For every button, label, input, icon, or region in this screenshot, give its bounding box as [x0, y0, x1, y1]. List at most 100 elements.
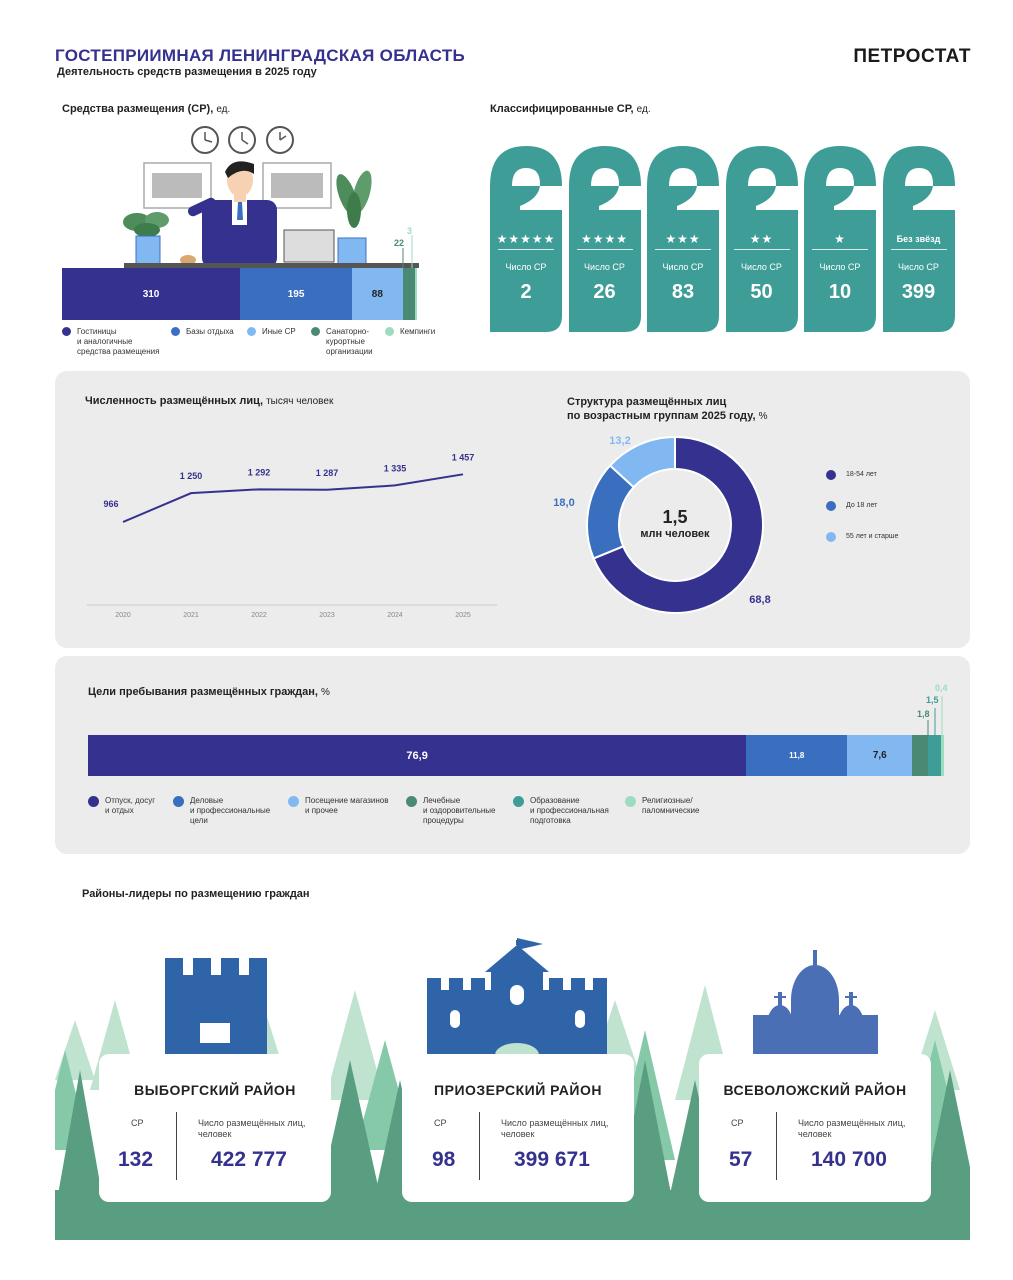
card-divider — [479, 1112, 480, 1180]
legend-label: Посещение магазинов и прочее — [305, 796, 389, 815]
purposes-legend-item: Деловые и профессиональные цели — [173, 796, 270, 826]
purposes-bar-segment — [927, 735, 941, 776]
page-title: ГОСТЕПРИИМНАЯ ЛЕНИНГРАДСКАЯ ОБЛАСТЬ — [55, 46, 466, 65]
legend-label: 55 лет и старше — [846, 533, 899, 540]
donut-slice — [592, 435, 764, 614]
donut-center-value: 1,5 — [662, 507, 688, 527]
legend-dot — [826, 532, 836, 542]
legend-dot — [173, 796, 184, 807]
hanger-value: 399 — [901, 281, 936, 303]
sr-value: 98 — [432, 1148, 456, 1171]
donut-unit: % — [758, 411, 768, 422]
people-label: Число размещённых лиц, человек — [501, 1118, 609, 1139]
hanger-label: Число СР — [741, 262, 782, 272]
legend-label: Отпуск, досуг и отдых — [105, 796, 156, 815]
facilities-bar-segment: 310 — [62, 268, 241, 320]
x-tick-label: 2025 — [455, 612, 471, 619]
legend-dot — [406, 796, 417, 807]
facilities-bar-segment — [402, 268, 416, 320]
district-name: ВСЕВОЛОЖСКИЙ РАЙОН — [723, 1082, 907, 1098]
purposes-bar-segment: 76,9 — [88, 735, 747, 776]
legend-label: Образование и профессиональная подготовк… — [530, 796, 609, 825]
facilities-stacked-bar: 310 195 88 — [62, 268, 417, 320]
bar-label-education: 1,5 — [926, 695, 939, 705]
hanger-label: Число СР — [819, 262, 861, 272]
hanger-divider — [498, 249, 554, 250]
facilities-title: Средства размещения (СР), ед. — [62, 103, 230, 115]
legend-dot — [311, 327, 320, 336]
purposes-bar-segment — [940, 735, 944, 776]
purposes-unit: % — [321, 687, 330, 698]
door-hanger-shape — [647, 146, 719, 332]
clock-icon — [266, 126, 294, 154]
hanger-value: 2 — [520, 281, 532, 303]
legend-dot — [826, 470, 836, 480]
slice-label: 18,0 — [553, 497, 574, 509]
donut-legend-item: До 18 лет — [826, 501, 877, 511]
hanger-label: Число СР — [505, 262, 547, 272]
point-label: 1 292 — [248, 467, 271, 477]
hanger-value: 10 — [828, 281, 852, 303]
facilities-bar-segment: 195 — [240, 268, 353, 320]
plant-icon — [123, 212, 169, 265]
hanger-value: 26 — [593, 281, 616, 303]
priozersk-fortress-icon — [427, 938, 607, 1067]
sr-label: СР — [131, 1118, 144, 1128]
door-hanger-shape — [725, 146, 798, 332]
line-chart: 966 2020 1 250 2021 1 292 2022 1 287 2023 1 335 2… — [87, 452, 497, 619]
church-icon — [753, 950, 878, 1055]
point-label: 966 — [103, 499, 118, 509]
facilities-legend-item: Иные СР — [247, 327, 296, 337]
legend-dot — [513, 796, 524, 807]
brand-logo: ПЕТРОСТАТ — [853, 46, 971, 67]
facilities-legend-item: Санаторно- курортные организации — [311, 327, 373, 357]
purposes-title-text: Цели пребывания размещённых граждан, — [88, 686, 318, 698]
district-name: ВЫБОРГСКИЙ РАЙОН — [134, 1082, 296, 1098]
x-tick-label: 2024 — [387, 612, 403, 619]
purposes-legend-item: Отпуск, досуг и отдых — [88, 796, 155, 816]
door-hanger-shape — [568, 146, 641, 332]
hanger-value: 50 — [750, 281, 773, 303]
monitor-icon — [283, 229, 335, 263]
page-subtitle: Деятельность средств размещения в 2025 г… — [57, 66, 317, 78]
classified-title: Классифицированные СР, ед. — [490, 103, 651, 115]
purposes-bar-segment: 7,6 — [847, 735, 913, 776]
facilities-legend-item: Гостиницы и аналогичные средства размеще… — [62, 327, 159, 357]
bar-label-sanatorium: 22 — [394, 238, 405, 248]
purposes-legend-item: Лечебные и оздоровительные процедуры — [406, 796, 496, 826]
legend-label: Гостиницы и аналогичные средства размеще… — [77, 327, 160, 356]
donut-chart: 68,8 18,0 13,2 — [553, 435, 771, 614]
x-tick-label: 2022 — [251, 612, 267, 619]
slice-label: 68,8 — [749, 594, 770, 606]
hanger-divider — [733, 249, 790, 250]
card-divider — [776, 1112, 777, 1180]
star-rating: ★★★ — [665, 232, 701, 246]
panel-guests — [55, 371, 970, 648]
purposes-bar-segment — [912, 735, 928, 776]
hanger-divider — [812, 249, 868, 250]
door-hanger-shape — [804, 146, 876, 332]
people-value: 399 671 — [514, 1148, 590, 1171]
star-rating: ★★ — [749, 232, 774, 246]
door-hanger-card: ★ Число СР 10 — [804, 146, 876, 332]
receptionist-figure — [187, 161, 277, 268]
door-hanger-card: ★★ Число СР 50 — [725, 146, 798, 332]
door-hanger-card: ★★★★★ Число СР 2 — [490, 146, 562, 332]
sr-value: 57 — [729, 1148, 753, 1171]
small-value-leaders — [402, 235, 413, 268]
x-tick-label: 2021 — [183, 612, 199, 619]
purposes-title: Цели пребывания размещённых граждан, % — [88, 686, 330, 698]
door-hanger-card: ★★★ Число СР 83 — [647, 146, 719, 332]
facilities-bar-segment — [415, 268, 417, 320]
legend-dot — [625, 796, 636, 807]
legend-dot — [247, 327, 256, 336]
x-tick-label: 2020 — [115, 612, 131, 619]
legend-dot — [62, 327, 71, 336]
sr-label: СР — [434, 1118, 447, 1128]
district-name: ПРИОЗЕРСКИЙ РАЙОН — [434, 1082, 602, 1098]
purposes-stacked-bar: 76,9 11,8 7,6 — [88, 735, 944, 776]
hanger-label: Число СР — [584, 262, 625, 272]
people-value: 422 777 — [211, 1148, 287, 1171]
clock-icon — [191, 126, 219, 154]
line-chart-title-text: Численность размещённых лиц, — [85, 395, 263, 407]
